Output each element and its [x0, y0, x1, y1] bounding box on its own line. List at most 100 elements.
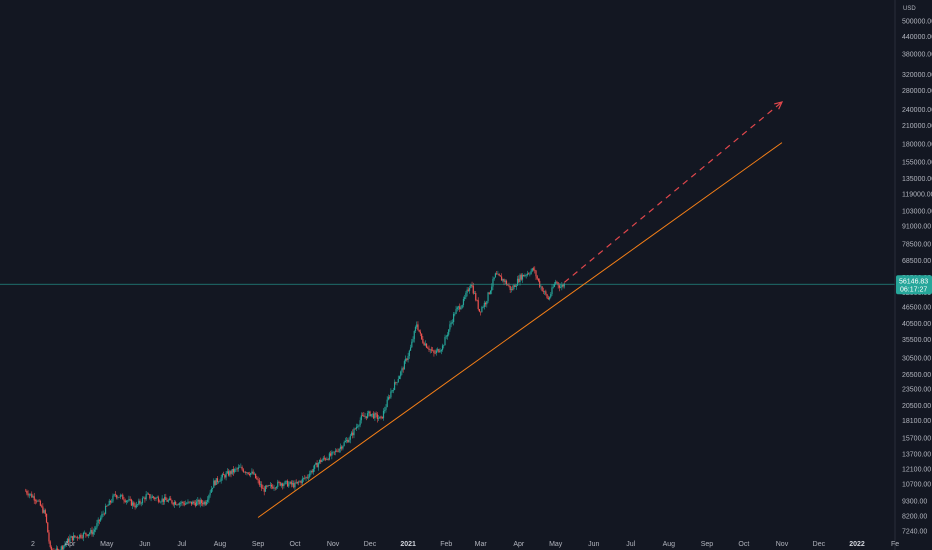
support-trendline[interactable]: [257, 142, 783, 518]
candle: [310, 469, 312, 476]
candle: [302, 477, 305, 482]
candle: [275, 485, 278, 490]
candle: [218, 480, 220, 484]
time-axis-tick-label: Sep: [701, 541, 714, 548]
candle: [421, 333, 423, 340]
candle: [44, 508, 46, 517]
time-axis[interactable]: 2 Apr May Jun Jul Aug Sep Oct Nov Dec 2021 Feb Mar Ap…: [31, 541, 899, 548]
candle: [491, 283, 493, 295]
candle: [441, 343, 444, 352]
candle: [305, 476, 307, 482]
candle: [429, 348, 431, 354]
price-axis-tick-label: 10700.00: [902, 481, 931, 488]
candle: [255, 473, 257, 479]
candle: [195, 498, 198, 507]
candle: [141, 496, 144, 506]
candle: [177, 503, 179, 506]
candle: [294, 480, 296, 491]
candle: [550, 292, 552, 299]
price-axis-tick-label: 210000.00: [902, 123, 932, 130]
candle: [434, 349, 436, 355]
candle: [487, 291, 489, 304]
candle: [444, 334, 446, 346]
candle: [416, 321, 418, 329]
candle: [347, 437, 349, 443]
candle: [497, 270, 499, 275]
candle: [272, 484, 274, 490]
candle: [261, 481, 263, 492]
candle: [364, 413, 366, 420]
candle: [242, 468, 244, 473]
candle: [82, 531, 85, 542]
candle: [379, 416, 381, 419]
candle: [307, 474, 310, 481]
drawings-layer[interactable]: [0, 101, 895, 518]
candle: [331, 450, 333, 460]
candle: [459, 303, 461, 312]
projection-arrow[interactable]: [563, 101, 783, 283]
candle: [246, 472, 248, 476]
candle: [156, 495, 158, 499]
time-axis-tick-label: Oct: [738, 541, 749, 548]
candle: [397, 375, 399, 383]
candle: [114, 491, 116, 498]
candle: [214, 479, 216, 486]
candle: [132, 500, 134, 510]
candle: [316, 460, 318, 468]
candle-countdown: 06:17:27: [900, 286, 927, 293]
candle: [123, 496, 125, 504]
candle: [413, 330, 415, 343]
candle: [494, 272, 497, 278]
candle: [437, 347, 439, 353]
candles-layer: [25, 266, 565, 550]
candle: [376, 412, 378, 423]
candle: [283, 482, 285, 489]
candle: [34, 498, 37, 505]
candle: [299, 480, 301, 483]
candle: [91, 526, 93, 537]
candle: [184, 500, 187, 506]
candle: [520, 273, 522, 281]
candle: [323, 455, 326, 461]
candle: [380, 415, 382, 420]
candle: [119, 493, 121, 500]
candle: [171, 499, 173, 505]
candle: [220, 474, 222, 484]
candle: [49, 540, 51, 549]
projection-arrow-head: [774, 101, 784, 110]
candle: [100, 515, 102, 523]
candle: [508, 282, 510, 288]
candle: [286, 479, 289, 487]
candle: [42, 503, 44, 514]
candle: [296, 481, 299, 485]
candle: [104, 503, 107, 515]
candle: [357, 423, 359, 429]
candle: [191, 501, 193, 507]
time-axis-tick-label: Jun: [588, 541, 599, 548]
candle: [545, 289, 547, 296]
candle: [488, 292, 490, 295]
candle: [284, 480, 286, 485]
candle: [425, 343, 428, 349]
candle: [387, 394, 390, 401]
candle: [113, 493, 115, 497]
candle: [530, 268, 532, 275]
time-axis-tick-label: Dec: [813, 541, 826, 548]
candle: [396, 381, 398, 386]
candle: [482, 305, 484, 309]
price-axis-tick-label: 135000.00: [902, 176, 932, 183]
candle: [483, 300, 485, 310]
candle: [536, 274, 538, 280]
candle: [315, 462, 317, 466]
price-axis-tick-label: 15700.00: [902, 435, 931, 442]
candle: [257, 476, 259, 484]
candle: [152, 495, 155, 500]
candle: [492, 276, 494, 290]
candle: [363, 412, 365, 417]
candle: [526, 270, 528, 277]
candle: [374, 411, 376, 421]
candle: [240, 463, 242, 468]
candle: [53, 547, 55, 550]
candle: [531, 267, 533, 273]
